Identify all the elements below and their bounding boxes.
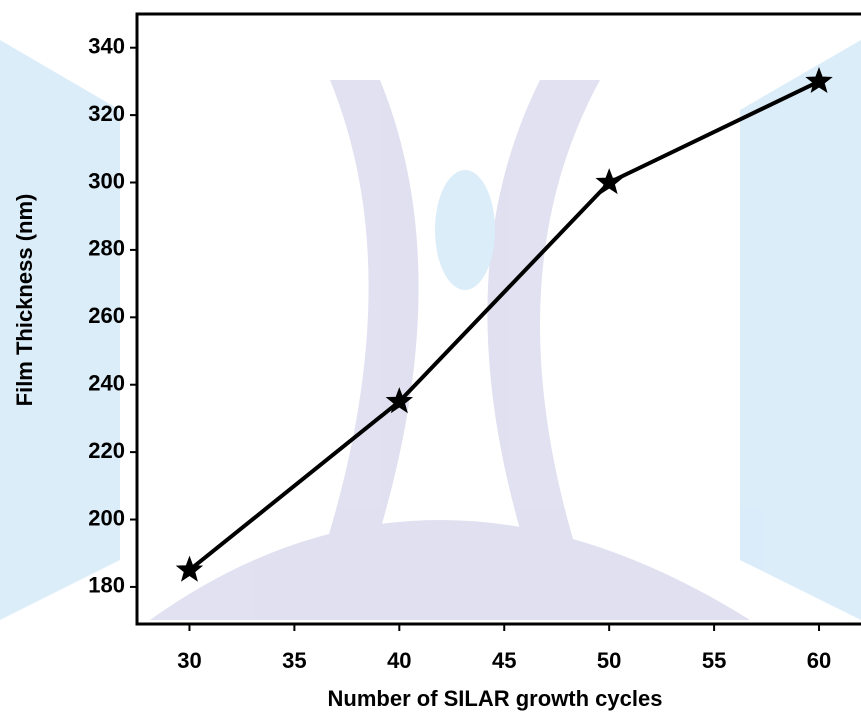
watermark	[0, 40, 861, 620]
x-tick-label: 50	[597, 648, 621, 673]
y-axis-label: Film Thickness (nm)	[12, 194, 37, 407]
x-tick-label: 60	[807, 648, 831, 673]
y-tick-label: 200	[88, 505, 125, 530]
y-tick-label: 340	[88, 34, 125, 59]
y-tick-label: 240	[88, 371, 125, 396]
x-axis-label: Number of SILAR growth cycles	[328, 686, 663, 711]
y-tick-label: 320	[88, 101, 125, 126]
y-tick-label: 280	[88, 236, 125, 261]
x-tick-label: 35	[282, 648, 306, 673]
y-tick-label: 220	[88, 438, 125, 463]
x-tick-label: 30	[177, 648, 201, 673]
chart: Number of SILAR growth cycles Film Thick…	[0, 0, 861, 725]
x-tick-label: 45	[492, 648, 516, 673]
y-tick-label: 260	[88, 303, 125, 328]
y-tick-label: 300	[88, 168, 125, 193]
x-tick-label: 55	[702, 648, 726, 673]
y-tick-label: 180	[88, 573, 125, 598]
x-tick-label: 40	[387, 648, 411, 673]
